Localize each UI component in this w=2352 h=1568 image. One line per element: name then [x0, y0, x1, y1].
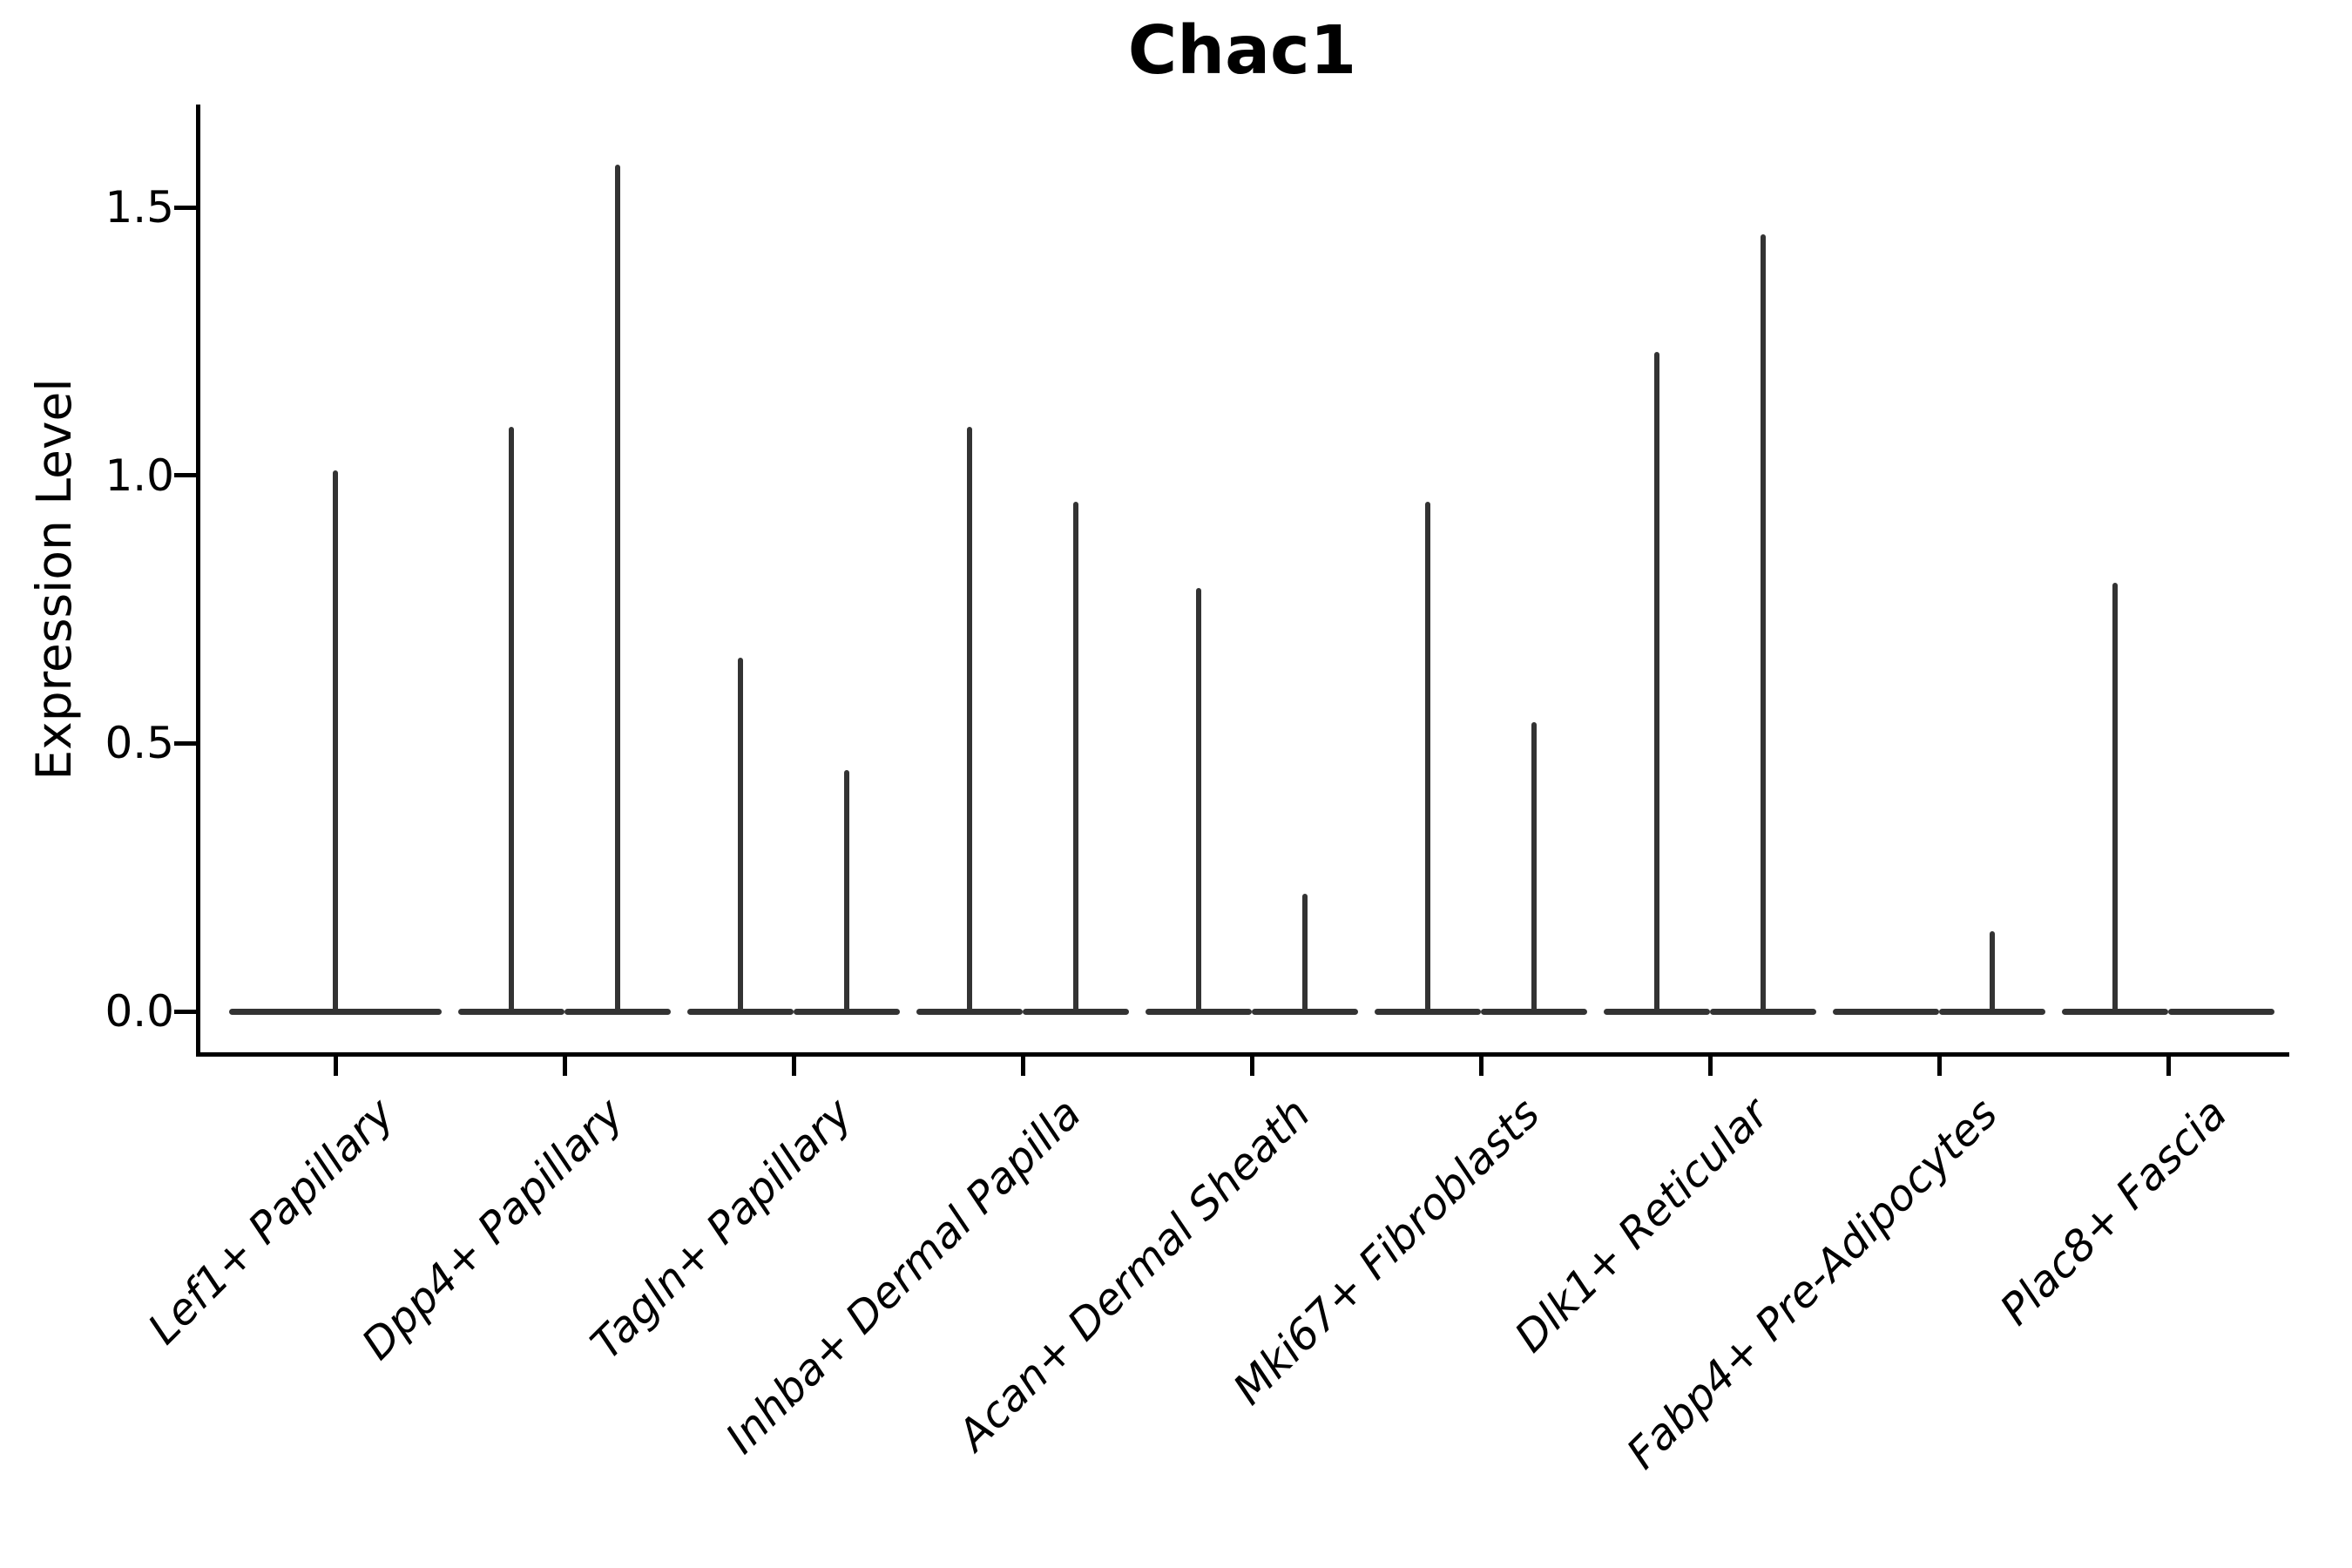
x-tick-label: Lef1+ Papillary [138, 1088, 404, 1355]
violin-baseline [2168, 1008, 2274, 1015]
violin-spike [844, 770, 849, 1011]
y-tick-label: 1.5 [105, 182, 174, 233]
x-tick-mark [2166, 1054, 2171, 1076]
violin-baseline [1146, 1008, 1252, 1015]
violin-spike [1196, 587, 1201, 1011]
violin-spike [1425, 502, 1430, 1011]
y-axis-spine [195, 105, 200, 1057]
x-axis-spine [195, 1051, 2289, 1057]
violin-baseline [916, 1008, 1023, 1015]
y-tick-mark [173, 473, 196, 478]
x-tick-mark [1478, 1054, 1484, 1076]
x-tick-mark [562, 1054, 567, 1076]
y-tick-label: 1.0 [105, 449, 174, 501]
violin-baseline [458, 1008, 564, 1015]
violin-baseline [229, 1008, 442, 1015]
violin-spike [967, 427, 972, 1011]
x-tick-mark [333, 1054, 338, 1076]
violin-baseline [794, 1008, 900, 1015]
y-tick-mark [173, 740, 196, 746]
chart-title: Chac1 [1127, 12, 1357, 90]
violin-baseline [1252, 1008, 1358, 1015]
violin-spike [615, 164, 620, 1011]
violin-spike [1761, 233, 1766, 1011]
violin-baseline [2062, 1008, 2168, 1015]
x-tick-mark [1249, 1054, 1254, 1076]
x-tick-label: Plac8+ Fascia [1990, 1088, 2237, 1335]
x-tick-label: Fabp4+ Pre-Adipocytes [1617, 1088, 2008, 1479]
violin-baseline [687, 1008, 794, 1015]
violin-baseline [1710, 1008, 1816, 1015]
violin-baseline [1604, 1008, 1710, 1015]
x-tick-label: Dlk1+ Reticular [1504, 1088, 1779, 1362]
violin-spike [1073, 502, 1078, 1011]
x-tick-mark [791, 1054, 796, 1076]
violin-spike [738, 657, 743, 1011]
violin-spike [1654, 352, 1659, 1011]
violin-baseline [1375, 1008, 1481, 1015]
y-tick-mark [173, 205, 196, 210]
violin-baseline [1939, 1008, 2045, 1015]
y-tick-mark [173, 1009, 196, 1014]
x-tick-mark [1707, 1054, 1713, 1076]
violin-baseline [1023, 1008, 1129, 1015]
violin-spike [1302, 893, 1308, 1011]
y-tick-label: 0.0 [105, 986, 174, 1037]
violin-spike [1990, 930, 1995, 1011]
violin-baseline [1833, 1008, 1939, 1015]
y-tick-label: 0.5 [105, 718, 174, 769]
x-tick-mark [1936, 1054, 1942, 1076]
violin-spike [1531, 721, 1537, 1011]
violin-baseline [1481, 1008, 1587, 1015]
violin-spike [333, 470, 338, 1011]
x-tick-mark [1020, 1054, 1025, 1076]
violin-baseline [564, 1008, 671, 1015]
violin-spike [2112, 582, 2118, 1011]
violin-spike [509, 427, 514, 1011]
